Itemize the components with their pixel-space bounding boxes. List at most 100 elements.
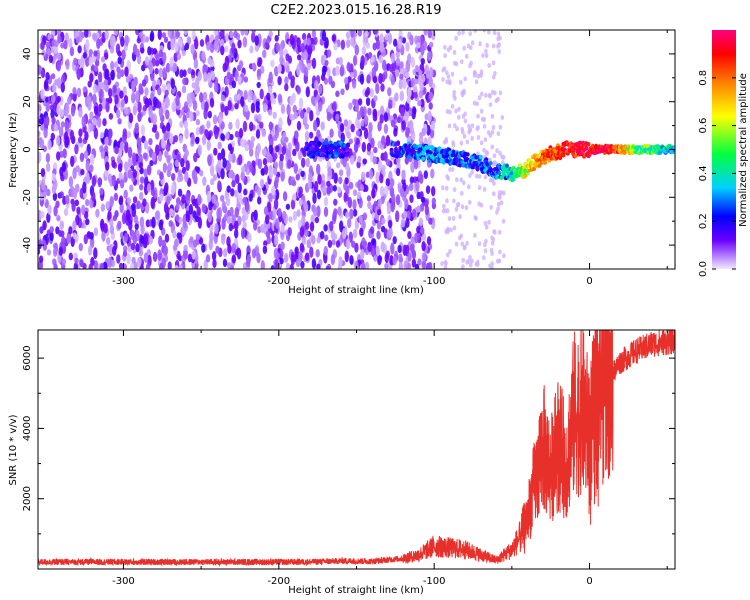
signal-cell: [543, 160, 547, 165]
noise-cell: [441, 208, 446, 214]
noise-cell: [474, 215, 478, 221]
noise-cell: [352, 228, 358, 239]
noise-cell: [360, 248, 365, 260]
noise-cell: [468, 199, 472, 205]
noise-cell: [88, 263, 93, 269]
noise-cell: [97, 177, 103, 188]
noise-cell: [301, 157, 306, 168]
noise-cell: [97, 117, 102, 128]
noise-cell: [124, 232, 129, 243]
noise-cell: [407, 230, 412, 240]
noise-cell: [372, 75, 378, 84]
noise-cell: [164, 182, 169, 194]
noise-cell: [197, 144, 202, 156]
noise-cell: [365, 97, 371, 107]
noise-cell: [129, 262, 135, 269]
noise-cell: [419, 63, 425, 71]
noise-cell: [234, 103, 239, 110]
noise-cell: [253, 209, 258, 221]
snr-y-ticks: 2000 4000 6000: [22, 345, 675, 535]
noise-cell: [85, 199, 90, 207]
noise-cell: [395, 168, 401, 177]
noise-cell: [445, 185, 449, 191]
noise-cell: [186, 36, 192, 45]
noise-cell: [183, 251, 188, 259]
noise-cell: [417, 74, 423, 87]
noise-cell: [249, 148, 254, 157]
noise-cell: [314, 80, 319, 90]
noise-cell: [92, 93, 97, 105]
noise-cell: [169, 56, 174, 68]
noise-cell: [288, 216, 293, 223]
noise-cell: [99, 145, 104, 153]
noise-cell: [285, 262, 291, 269]
noise-cell: [168, 220, 173, 228]
noise-cell: [287, 226, 292, 237]
noise-cell: [463, 111, 468, 117]
noise-cell: [359, 227, 364, 237]
noise-cell: [181, 50, 186, 57]
noise-cell: [275, 42, 280, 53]
noise-cell: [497, 258, 502, 264]
noise-cell: [249, 164, 254, 173]
noise-cell: [428, 261, 433, 269]
noise-cell: [178, 232, 183, 244]
noise-cell: [51, 117, 56, 125]
noise-cell: [243, 90, 248, 101]
noise-cell: [326, 111, 332, 122]
noise-cell: [73, 57, 78, 66]
noise-cell: [237, 39, 242, 49]
noise-cell: [70, 155, 75, 168]
noise-cell: [161, 83, 167, 93]
noise-cell: [305, 157, 310, 168]
noise-cell: [487, 63, 492, 68]
noise-cell: [40, 88, 45, 100]
noise-cell: [489, 204, 494, 210]
noise-cell: [48, 54, 54, 64]
noise-cell: [237, 191, 243, 203]
noise-cell: [372, 108, 378, 118]
noise-cell: [345, 238, 351, 250]
noise-cell: [132, 169, 137, 179]
noise-cell: [359, 73, 365, 85]
noise-cell: [49, 231, 54, 241]
noise-cell: [446, 252, 450, 258]
noise-cell: [154, 59, 160, 67]
noise-cell: [155, 144, 160, 156]
noise-cell: [133, 214, 139, 224]
noise-cell: [45, 115, 50, 127]
noise-cell: [491, 43, 496, 49]
noise-cell: [321, 30, 327, 42]
noise-cell: [184, 127, 189, 140]
noise-cell: [366, 74, 371, 83]
noise-cell: [233, 30, 238, 39]
noise-cell: [122, 86, 127, 98]
noise-cell: [365, 87, 371, 96]
noise-cell: [344, 194, 349, 202]
noise-cell: [468, 254, 472, 260]
noise-cell: [183, 101, 189, 113]
noise-cell: [86, 231, 92, 238]
signal-cell: [315, 147, 320, 152]
noise-cell: [224, 45, 229, 53]
noise-cell: [266, 151, 271, 163]
noise-cell: [109, 46, 115, 54]
noise-cell: [352, 199, 357, 210]
noise-cell: [190, 44, 195, 55]
noise-cell: [273, 234, 279, 246]
noise-cell: [380, 83, 385, 92]
noise-cell: [268, 109, 273, 116]
noise-cell: [99, 262, 105, 269]
noise-cell: [461, 264, 465, 269]
spectrogram-y-label: Frequency (Hz): [8, 112, 19, 188]
noise-cell: [241, 215, 246, 223]
noise-cell: [218, 114, 223, 124]
noise-cell: [490, 129, 495, 135]
noise-cell: [78, 106, 83, 118]
noise-cell: [139, 167, 144, 175]
signal-cell: [504, 163, 509, 168]
noise-cell: [54, 40, 59, 47]
signal-cell: [495, 175, 500, 180]
noise-cell: [407, 252, 412, 262]
noise-cell: [130, 242, 136, 251]
